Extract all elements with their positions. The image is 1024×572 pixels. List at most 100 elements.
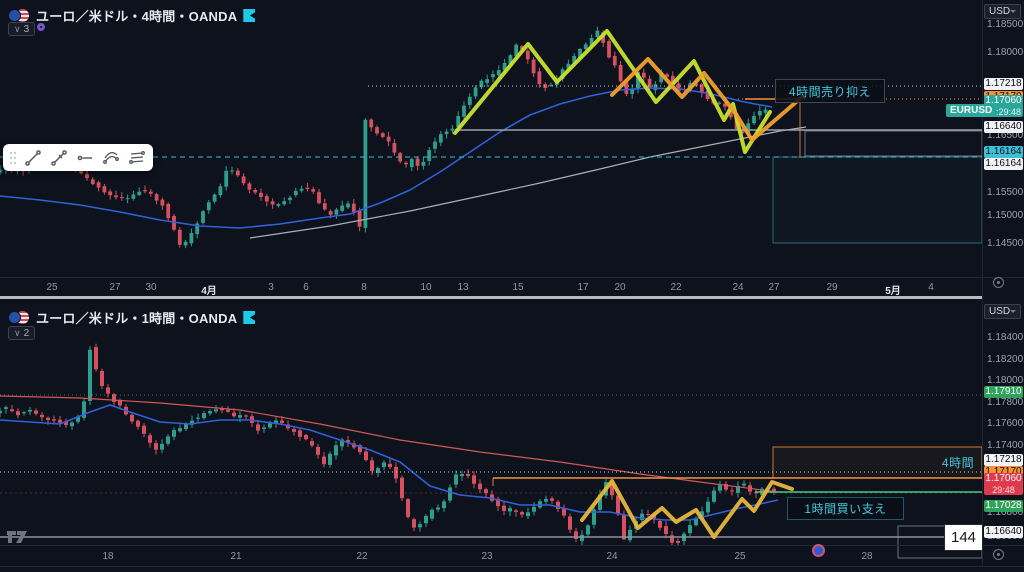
time-label-17: 17 xyxy=(577,282,589,293)
caret-down-icon xyxy=(1010,10,1017,13)
chart-legend-4h[interactable]: ユーロ／米ドル・4時間・OANDA xyxy=(8,6,256,25)
ma-blue xyxy=(0,87,773,229)
time-label-27: 27 xyxy=(109,282,121,293)
tool-horizontal-ray[interactable] xyxy=(72,146,97,169)
time-label-20: 20 xyxy=(614,282,626,293)
eurusd-flag-icon xyxy=(8,310,30,325)
time-label-27: 27 xyxy=(768,282,780,293)
price-tick: 1.18500 xyxy=(987,19,1024,30)
bottom-timeaxis-border xyxy=(0,545,1024,546)
annotation-4時間売り抑え[interactable]: 4時間売り抑え xyxy=(775,79,885,103)
price-label-1.16640: 1.16640 xyxy=(984,526,1023,538)
drawn-box[interactable] xyxy=(772,446,982,479)
price-axis-border xyxy=(982,0,983,566)
broker-logo-icon xyxy=(243,311,256,324)
tool-info-line[interactable] xyxy=(46,146,71,169)
time-label-30: 30 xyxy=(145,282,157,293)
ma-gray xyxy=(249,126,807,239)
pane-separator[interactable] xyxy=(0,296,982,299)
time-label-10: 10 xyxy=(420,282,432,293)
time-label-21: 21 xyxy=(230,551,242,562)
indicators-count: 3 xyxy=(23,23,30,35)
broker-logo-icon xyxy=(243,9,256,22)
price-tick: 1.16800 xyxy=(987,507,1024,518)
drawn-box[interactable] xyxy=(804,130,982,157)
price-tick: 1.18400 xyxy=(987,332,1024,343)
ma-red xyxy=(0,395,779,493)
tool-curve[interactable] xyxy=(98,146,123,169)
price-label-1.16640: 1.16640 xyxy=(984,121,1023,133)
bar-countdown: 01:29:48 xyxy=(985,107,1022,117)
time-label-13: 13 xyxy=(457,282,469,293)
price-label-1.17060: 1.17060 29:48 xyxy=(984,473,1023,495)
zigzag-drawing[interactable] xyxy=(580,479,794,539)
zigzag-drawing[interactable] xyxy=(453,29,772,154)
eurusd-flag-icon xyxy=(8,8,30,23)
currency-button-1h[interactable]: USD xyxy=(984,304,1021,319)
time-label-15: 15 xyxy=(512,282,524,293)
tool-parallel-lines[interactable] xyxy=(124,146,149,169)
price-label-1.16164: 1.16164 xyxy=(984,158,1023,170)
price-tick: 1.15000 xyxy=(987,210,1024,221)
top-timeaxis-border xyxy=(0,277,1024,278)
price-tick: 1.16500 xyxy=(987,130,1024,141)
symbol-tag: EURUSD xyxy=(946,104,997,117)
time-label-8: 8 xyxy=(361,282,367,293)
candle-series xyxy=(0,26,768,249)
price-tick: 1.17800 xyxy=(987,397,1024,408)
time-label-18: 18 xyxy=(102,551,114,562)
price-tick: 1.18200 xyxy=(987,354,1024,365)
chart-canvas-1h[interactable] xyxy=(0,300,982,566)
time-label-25: 25 xyxy=(46,282,58,293)
price-tick: 1.18000 xyxy=(987,375,1024,386)
price-tick: 1.18000 xyxy=(987,47,1024,58)
time-label-6: 6 xyxy=(303,282,309,293)
price-tick: 1.17600 xyxy=(987,418,1024,429)
time-label-5月: 5月 xyxy=(885,286,901,297)
time-label-29: 29 xyxy=(826,282,838,293)
candle-series xyxy=(0,343,776,545)
toolbar-drag-handle[interactable] xyxy=(7,146,19,169)
drawing-toolbar xyxy=(3,144,153,171)
annotation-1時間買い支え[interactable]: 1時間買い支え xyxy=(787,497,904,520)
zigzag-drawing[interactable] xyxy=(610,57,804,142)
currency-button-4h[interactable]: USD xyxy=(984,4,1021,19)
time-label-24: 24 xyxy=(606,551,618,562)
chart-title-1h: ユーロ／米ドル・1時間・OANDA xyxy=(36,311,238,326)
annotation-4時間[interactable]: 4時間 xyxy=(941,455,975,470)
ma-blue xyxy=(0,404,779,521)
time-label-22: 22 xyxy=(670,282,682,293)
annotation-144[interactable]: 144 xyxy=(944,524,983,551)
price-tick: 1.17400 xyxy=(987,440,1024,451)
price-tick: 1.14500 xyxy=(987,238,1024,249)
indicators-count-button-1h[interactable]: ∨ 2 xyxy=(8,326,36,340)
chevron-down-icon: ∨ xyxy=(14,327,21,338)
price-label-1.17218: 1.17218 xyxy=(984,78,1023,90)
price-label-1.17028: 1.17028 xyxy=(984,500,1023,512)
tool-trend-line[interactable] xyxy=(20,146,45,169)
time-label-24: 24 xyxy=(732,282,744,293)
pane-settings-icon-4h[interactable] xyxy=(993,277,1004,288)
price-label-1.17910: 1.17910 xyxy=(984,386,1023,398)
currency-label: USD xyxy=(989,306,1011,317)
time-label-28: 28 xyxy=(861,551,873,562)
drawn-box[interactable] xyxy=(772,156,982,244)
drawn-box[interactable] xyxy=(897,525,982,559)
bar-countdown: 29:48 xyxy=(992,485,1015,495)
indicators-count: 2 xyxy=(23,327,30,339)
time-label-23: 23 xyxy=(481,551,493,562)
time-label-3: 3 xyxy=(268,282,274,293)
caret-down-icon xyxy=(1010,310,1017,313)
chart-legend-1h[interactable]: ユーロ／米ドル・1時間・OANDA xyxy=(8,308,256,327)
alert-icon[interactable] xyxy=(37,23,45,31)
time-label-4: 4 xyxy=(928,282,934,293)
time-label-22: 22 xyxy=(356,551,368,562)
economic-event-icon[interactable] xyxy=(812,544,825,557)
indicators-count-button-4h[interactable]: ∨ 3 xyxy=(8,22,36,36)
pane-settings-icon-1h[interactable] xyxy=(993,549,1004,560)
bottom-edge-border xyxy=(0,566,1024,567)
price-label-1.17218: 1.17218 xyxy=(984,454,1023,466)
price-tick: 1.15500 xyxy=(987,187,1024,198)
tradingview-logo[interactable] xyxy=(6,528,32,551)
